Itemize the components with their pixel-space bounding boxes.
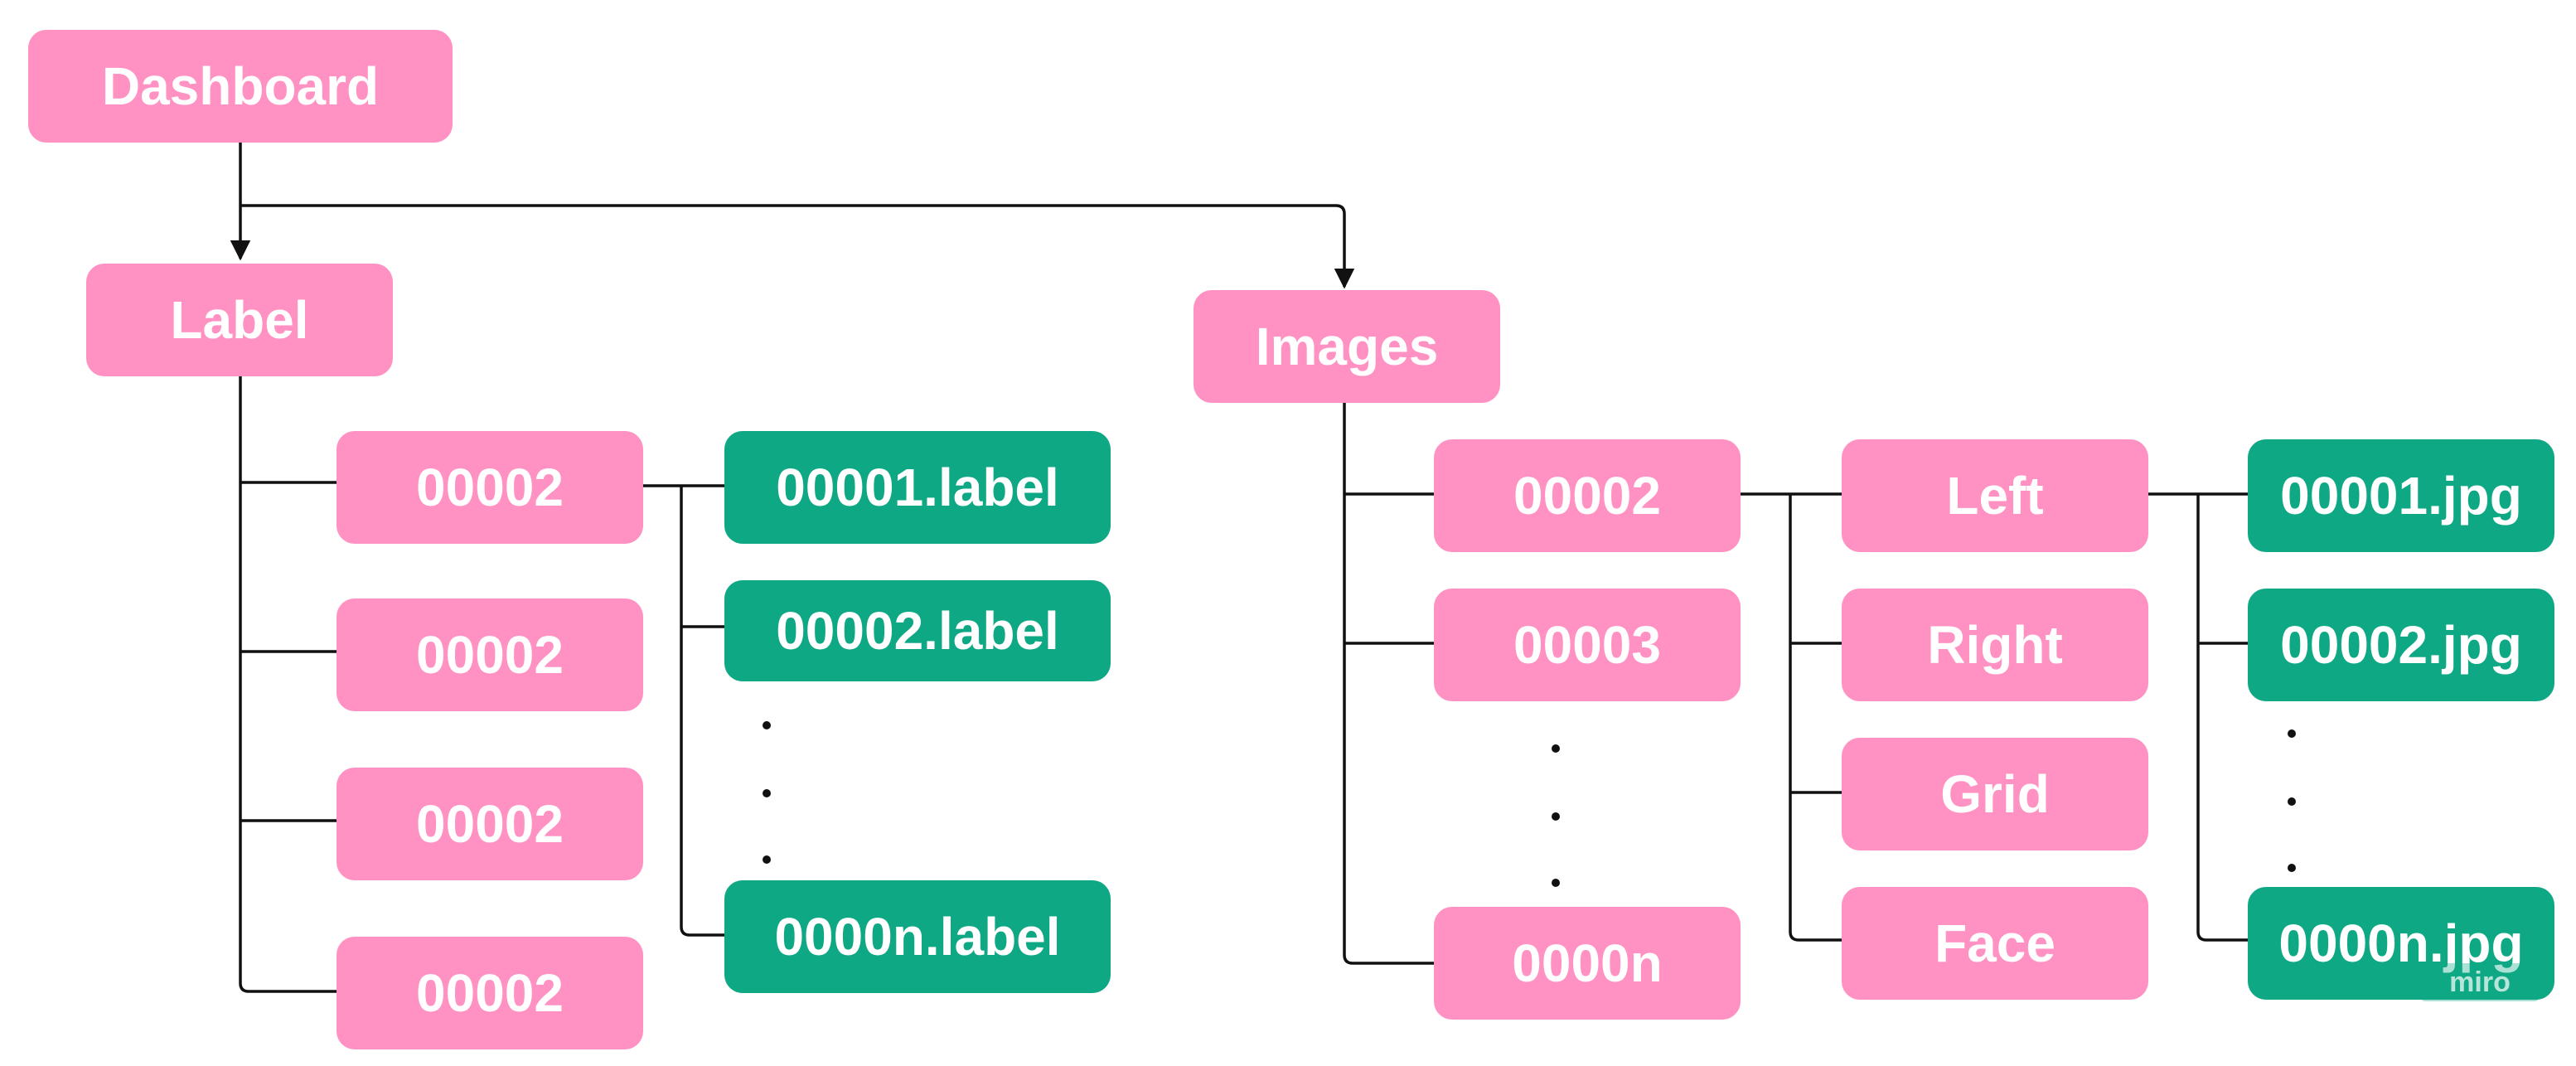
label-folder-node: 00002 [337, 768, 643, 880]
label-folder-node: 00002 [337, 431, 643, 544]
connector-images-spine [1343, 403, 1434, 965]
view-node-face: Face [1842, 887, 2148, 1000]
ellipsis-dot [1552, 744, 1560, 753]
ellipsis-dot [763, 855, 771, 864]
image-folder-node: 00003 [1434, 589, 1741, 701]
image-file-node: 00001.jpg [2248, 439, 2554, 552]
ellipsis-dot [2288, 797, 2296, 806]
ellipsis-dot [763, 789, 771, 797]
label-node: Label [86, 264, 393, 376]
image-file-node: 00002.jpg [2248, 589, 2554, 701]
view-node-right: Right [1842, 589, 2148, 701]
connector-label-spine [239, 376, 337, 993]
label-file-node: 00001.label [724, 431, 1111, 544]
label-file-node: 00002.label [724, 580, 1111, 681]
connector-dashboard-images [240, 204, 1355, 289]
images-node: Images [1194, 290, 1500, 403]
ellipsis-dot [1552, 879, 1560, 887]
label-folder-node: 00002 [337, 937, 643, 1049]
ellipsis-dot [1552, 812, 1560, 821]
ellipsis-dot [763, 721, 771, 729]
view-node-grid: Grid [1842, 738, 2148, 850]
ellipsis-dot [2288, 729, 2296, 738]
ellipsis-dot [2288, 864, 2296, 872]
image-file-node: 0000n.jpg [2248, 887, 2554, 1000]
label-folder-node: 00002 [337, 598, 643, 711]
label-file-node: 0000n.label [724, 880, 1111, 993]
image-folder-node: 00002 [1434, 439, 1741, 552]
dashboard-node: Dashboard [28, 30, 453, 143]
miro-watermark: miro [2420, 963, 2540, 1001]
view-node-left: Left [1842, 439, 2148, 552]
image-folder-node: 0000n [1434, 907, 1741, 1020]
